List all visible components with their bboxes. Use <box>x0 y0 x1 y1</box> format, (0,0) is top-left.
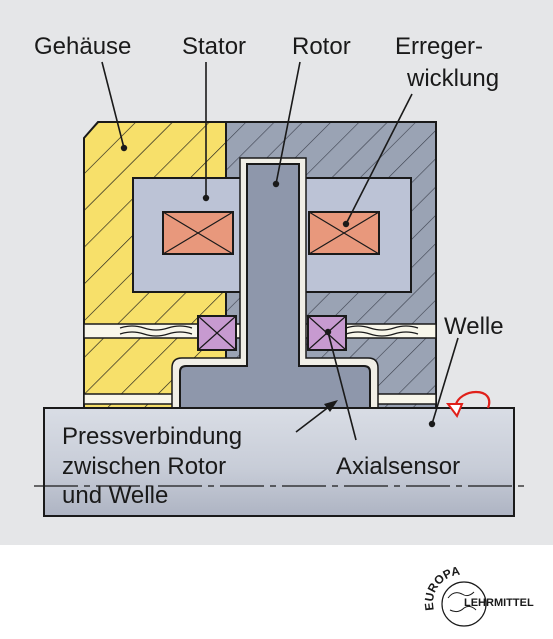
label-press-line1: Pressverbindung <box>62 423 242 450</box>
label-axialsensor: Axialsensor <box>336 453 460 480</box>
label-erreger-line2: wicklung <box>406 65 499 92</box>
label-rotor: Rotor <box>292 33 351 60</box>
winding-left <box>162 211 234 255</box>
globe-icon <box>441 581 487 627</box>
sensor-cable-right <box>345 325 419 337</box>
europa-lehrmittel-logo: EUROPA LEHRMITTEL <box>422 564 534 627</box>
label-press-line3: und Welle <box>62 482 168 509</box>
globe-continents-icon <box>447 591 477 613</box>
label-gehaeuse: Gehäuse <box>34 33 131 60</box>
shaft <box>43 407 515 517</box>
sensor-cable-left <box>119 325 193 337</box>
label-press-line2: zwischen Rotor <box>62 453 226 480</box>
rotation-arrow-icon <box>454 390 491 409</box>
rotation-arrow-head-icon <box>446 403 464 418</box>
press-fit-arrow-icon <box>324 400 338 412</box>
logo-name-text: LEHRMITTEL <box>464 597 534 609</box>
leader-dots <box>120 144 436 428</box>
leader-lines <box>101 61 459 441</box>
winding-right <box>308 211 380 255</box>
diagram-panel: Gehäuse Stator Rotor Erreger- wicklung W… <box>0 0 553 545</box>
label-welle: Welle <box>444 313 504 340</box>
label-erreger-line1: Erreger- <box>395 33 483 60</box>
label-stator: Stator <box>182 33 246 60</box>
actuator-cross-section-diagram: Gehäuse Stator Rotor Erreger- wicklung W… <box>34 33 528 517</box>
axial-sensor-left <box>197 315 237 351</box>
